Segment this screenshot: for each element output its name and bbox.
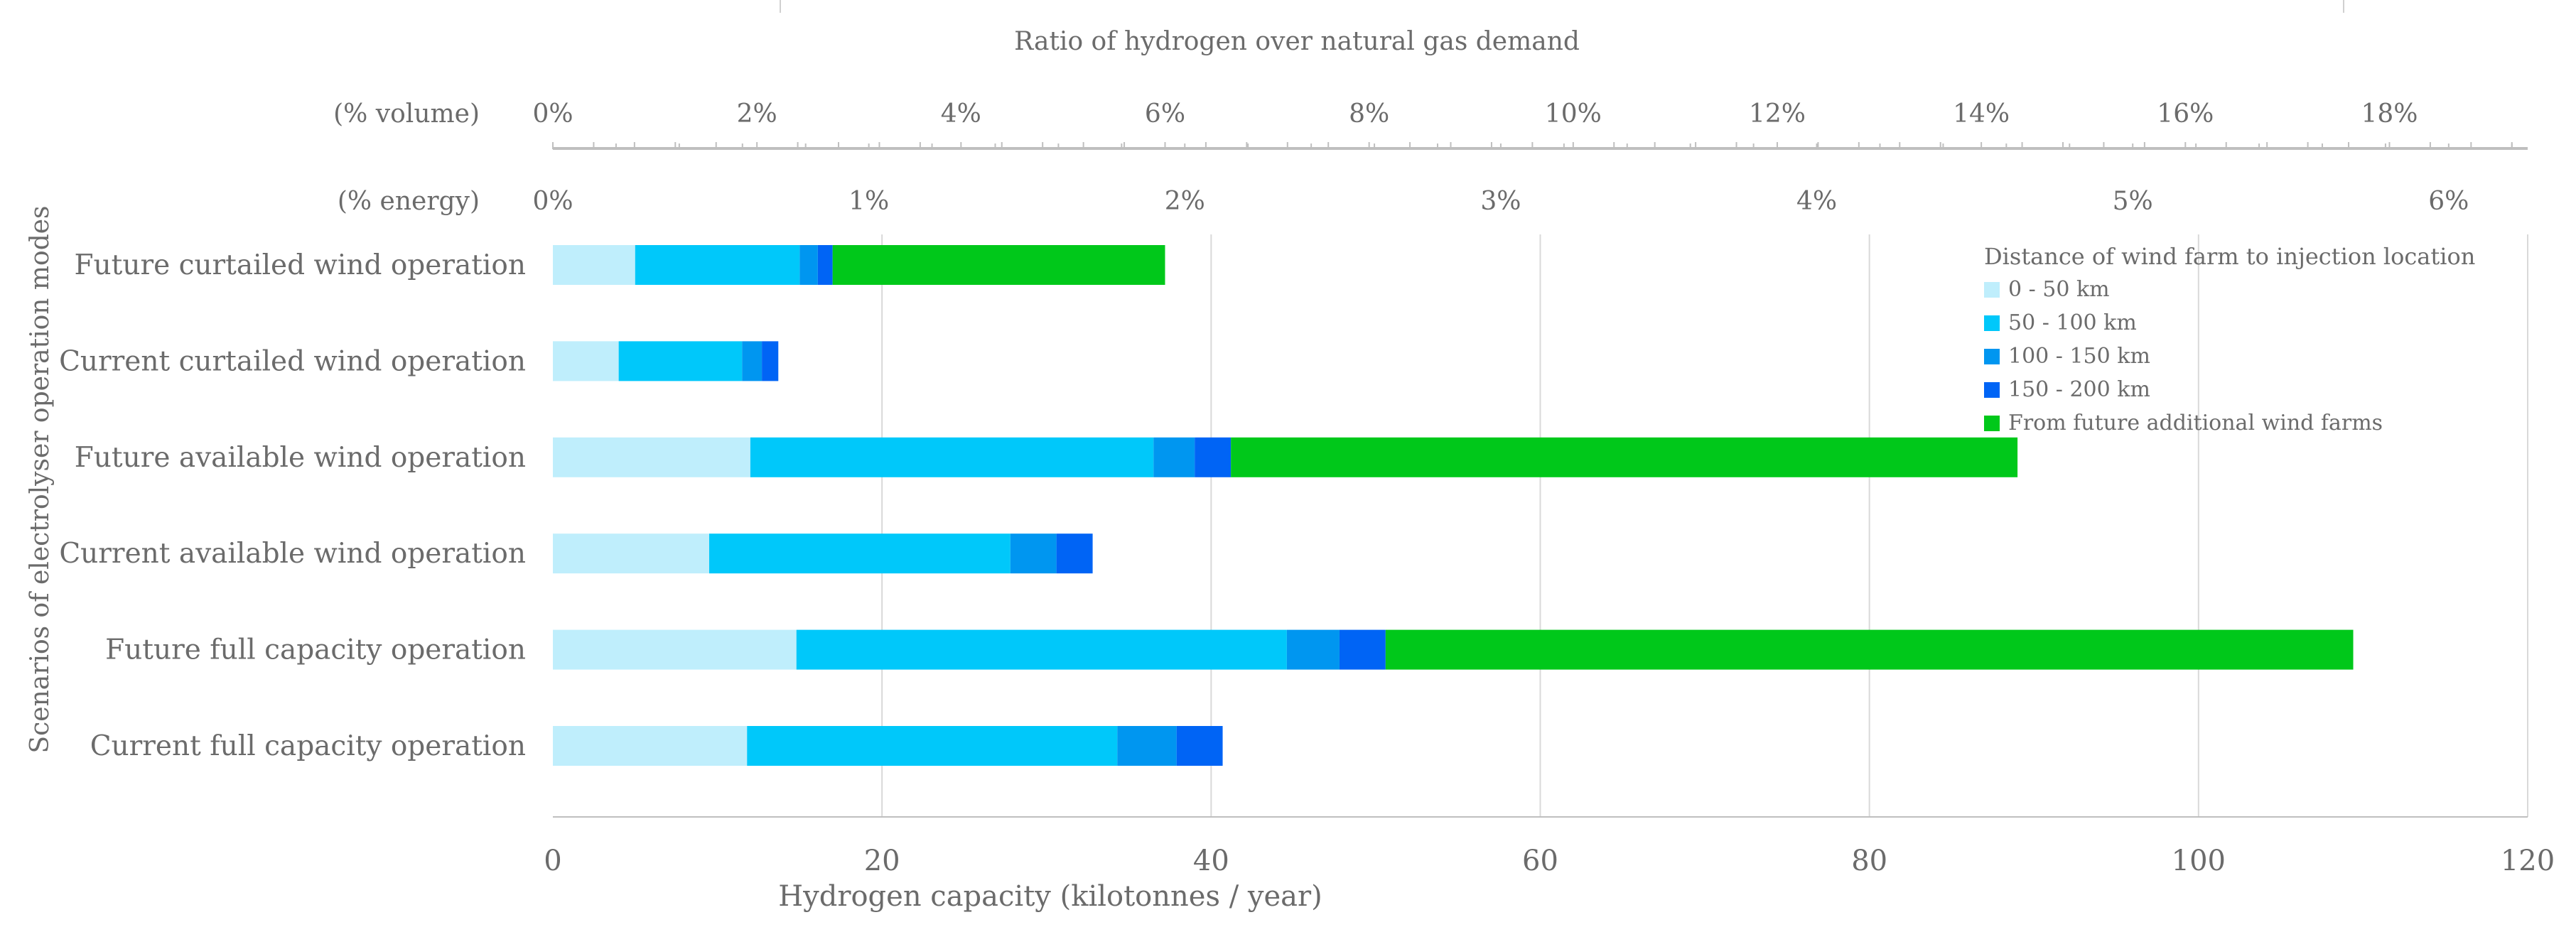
secondary-tick-label: 2% <box>1165 187 1205 216</box>
secondary-tick-label: 6% <box>1145 99 1185 129</box>
secondary-tick-label: 2% <box>737 99 777 129</box>
x-tick-labels: 0 20 40 60 80 100 120 <box>544 845 2555 877</box>
bar-segment <box>709 533 1011 574</box>
x-tick-label: 20 <box>864 845 900 877</box>
y-axis-label: Scenarios of electrolyser operation mode… <box>26 205 55 753</box>
x-tick-label: 60 <box>1522 845 1558 877</box>
legend-swatch <box>1984 282 2000 298</box>
legend-swatch <box>1984 416 2000 431</box>
category-label: Future full capacity operation <box>105 634 526 666</box>
legend-swatch <box>1984 315 2000 331</box>
secondary-tick-label: 6% <box>2428 187 2469 216</box>
energy-axis: 0% 1% 2% 3% 4% 5% 6% <box>532 143 2528 216</box>
secondary-tick-label: 16% <box>2157 99 2214 129</box>
category-label: Current full capacity operation <box>90 730 526 762</box>
legend-entry: 50 - 100 km <box>2008 310 2137 335</box>
secondary-tick-label: 4% <box>941 99 981 129</box>
legend: Distance of wind farm to injection locat… <box>1984 243 2475 435</box>
bars <box>553 245 2354 766</box>
secondary-tick-label: 12% <box>1749 99 1806 129</box>
bar-segment <box>1176 726 1223 766</box>
bar-segment <box>799 245 818 285</box>
bar-segment <box>1117 726 1177 766</box>
x-tick-label: 0 <box>544 845 561 877</box>
category-label: Current available wind operation <box>59 538 526 570</box>
secondary-tick-label: 3% <box>1480 187 1521 216</box>
category-label: Future curtailed wind operation <box>74 249 526 281</box>
secondary-tick-label: 1% <box>848 187 889 216</box>
bar-segment <box>553 533 710 574</box>
category-label: Future available wind operation <box>75 442 526 474</box>
legend-title: Distance of wind farm to injection locat… <box>1984 243 2475 270</box>
x-tick-label: 100 <box>2172 845 2226 877</box>
bar-segment <box>635 245 800 285</box>
bar-segment <box>1153 437 1195 477</box>
bar-segment <box>1195 437 1232 477</box>
energy-axis-label: (% energy) <box>338 187 480 216</box>
bar-segment <box>762 341 779 381</box>
bar-segment <box>618 341 743 381</box>
bar-segment <box>1010 533 1057 574</box>
volume-axis-label: (% volume) <box>333 99 480 129</box>
bar-segment <box>553 726 748 766</box>
legend-swatch <box>1984 349 2000 364</box>
bar-segment <box>553 629 797 670</box>
gridlines <box>553 234 2528 818</box>
x-tick-label: 80 <box>1851 845 1887 877</box>
secondary-tick-label: 5% <box>2113 187 2153 216</box>
bar-segment <box>1286 629 1340 670</box>
bar-segment <box>1339 629 1386 670</box>
bar-segment <box>742 341 762 381</box>
secondary-tick-label: 18% <box>2361 99 2418 129</box>
secondary-tick-label: 0% <box>532 187 573 216</box>
secondary-tick-label: 8% <box>1349 99 1389 129</box>
category-labels: Future curtailed wind operation Current c… <box>59 249 526 762</box>
secondary-tick-label: 4% <box>1796 187 1837 216</box>
category-label: Current curtailed wind operation <box>59 345 526 377</box>
bar-segment <box>750 437 1154 477</box>
x-tick-label: 40 <box>1193 845 1229 877</box>
bar-segment <box>747 726 1118 766</box>
bar-segment <box>1056 533 1093 574</box>
secondary-tick-label: 10% <box>1545 99 1602 129</box>
legend-entry: 150 - 200 km <box>2008 377 2150 402</box>
chart-title: Ratio of hydrogen over natural gas deman… <box>1014 27 1580 56</box>
x-axis-label: Hydrogen capacity (kilotonnes / year) <box>778 880 1322 913</box>
bar-segment <box>817 245 833 285</box>
secondary-tick-label: 0% <box>532 99 573 129</box>
secondary-tick-label: 14% <box>1953 99 2010 129</box>
volume-axis: 0% 2% 4% 6% 8% 10% 12% 14% 16% 18% <box>532 99 2528 148</box>
legend-entry: 0 - 50 km <box>2008 277 2110 302</box>
bar-segment <box>832 245 1165 285</box>
bar-segment <box>1385 629 2354 670</box>
legend-entry: 100 - 150 km <box>2008 344 2150 369</box>
legend-swatch <box>1984 382 2000 398</box>
bar-segment <box>1231 437 2018 477</box>
bar-segment <box>553 245 635 285</box>
bar-segment <box>553 341 619 381</box>
bar-segment <box>796 629 1287 670</box>
legend-entry: From future additional wind farms <box>2008 411 2383 435</box>
bar-segment <box>553 437 750 477</box>
x-tick-label: 120 <box>2501 845 2555 877</box>
